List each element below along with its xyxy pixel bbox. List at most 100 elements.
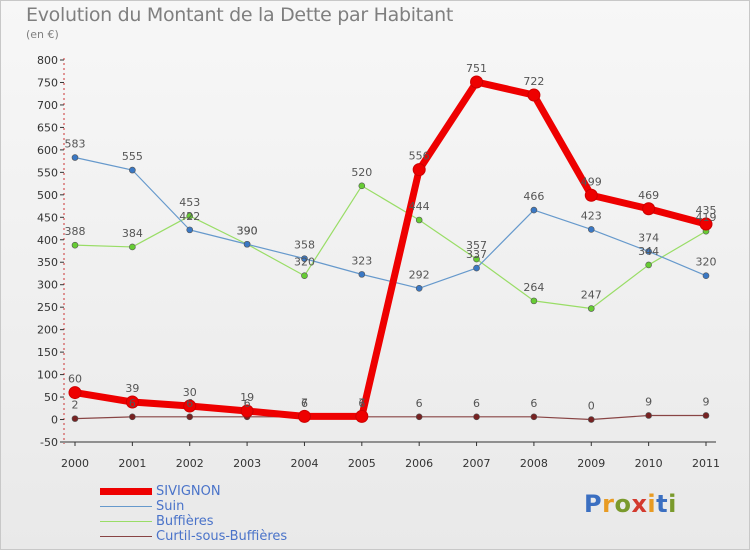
data-label: 390	[237, 224, 258, 237]
data-point	[71, 415, 79, 422]
data-point	[702, 412, 710, 419]
data-label: 499	[581, 175, 602, 188]
data-point	[125, 395, 139, 409]
data-point	[470, 75, 484, 89]
x-tick-label: 2005	[348, 457, 376, 470]
x-tick-label: 2009	[577, 457, 605, 470]
legend-label: SIVIGNON	[156, 484, 221, 499]
legend-item: Curtil-sous-Buffières	[100, 529, 287, 544]
brand-letter: x	[631, 490, 648, 518]
data-point	[301, 272, 308, 280]
x-tick-label: 2006	[405, 457, 433, 470]
data-label: 337	[466, 248, 487, 261]
data-label: 323	[351, 254, 372, 267]
data-point	[645, 248, 652, 255]
data-point	[587, 416, 595, 423]
y-tick-label: 250	[37, 301, 58, 314]
data-label: 453	[179, 196, 200, 209]
series-line	[74, 78, 707, 420]
series-line	[74, 156, 707, 289]
y-tick-label: 700	[37, 99, 58, 112]
data-label: 7	[301, 396, 308, 409]
data-label: 30	[183, 386, 197, 399]
brand-logo: Proxiti	[584, 490, 677, 518]
series-suin	[71, 154, 710, 292]
x-tick-label: 2003	[233, 457, 261, 470]
data-point	[240, 404, 254, 418]
x-tick-label: 2008	[520, 457, 548, 470]
brand-letter: i	[647, 490, 657, 518]
data-point	[129, 166, 136, 174]
data-label: 6	[358, 397, 365, 410]
legend-item: Buffières	[100, 514, 287, 529]
data-point	[699, 217, 713, 231]
data-point	[415, 216, 423, 224]
data-label: 0	[588, 400, 595, 413]
data-point	[584, 188, 598, 202]
data-label: 264	[523, 281, 544, 294]
data-label: 2	[72, 399, 79, 412]
legend-swatch	[100, 488, 152, 495]
x-tick-label: 2000	[61, 457, 89, 470]
brand-letter: i	[668, 490, 677, 518]
data-point	[68, 386, 82, 400]
data-label: 384	[122, 227, 143, 240]
series-curtil-sous-buffi-res	[71, 412, 710, 423]
data-point	[129, 243, 136, 251]
data-label: 6	[244, 397, 251, 410]
series-sivignon	[68, 75, 713, 423]
y-tick-label: 50	[44, 391, 58, 404]
data-label: 247	[581, 289, 602, 302]
data-label: 9	[703, 395, 710, 408]
series-line	[74, 414, 706, 421]
y-tick-label: 100	[37, 369, 58, 382]
data-label: 423	[581, 209, 602, 222]
x-tick-label: 2002	[176, 457, 204, 470]
y-tick-label: 650	[37, 121, 58, 134]
data-point	[642, 202, 656, 216]
data-point	[530, 206, 538, 214]
legend-item: SIVIGNON	[100, 484, 287, 499]
legend: SIVIGNON Suin Buffières Curtil-sous-Buffièr…	[100, 484, 287, 544]
legend-item: Suin	[100, 499, 287, 514]
brand-letter: r	[602, 490, 615, 518]
chart-unit: (en €)	[26, 28, 59, 41]
data-point	[645, 412, 652, 419]
data-point	[71, 154, 79, 161]
data-point	[415, 285, 423, 292]
data-label: 444	[409, 200, 430, 213]
data-point	[530, 297, 538, 305]
data-label: 435	[696, 204, 717, 217]
data-point	[412, 163, 426, 177]
y-tick-label: 800	[37, 54, 58, 67]
data-label: 60	[68, 373, 82, 386]
y-tick-label: -50	[40, 436, 58, 449]
y-tick-label: 550	[37, 166, 58, 179]
data-label: 6	[416, 397, 423, 410]
data-label: 19	[240, 391, 254, 404]
data-label: 390	[237, 224, 258, 237]
series-layer	[68, 75, 713, 423]
data-label: 6	[530, 397, 537, 410]
data-label: 520	[351, 166, 372, 179]
legend-label: Curtil-sous-Buffières	[156, 529, 288, 544]
data-point	[473, 413, 480, 421]
brand-letter: o	[614, 490, 632, 518]
data-label: 374	[638, 231, 659, 244]
data-label: 388	[65, 225, 86, 238]
data-label: 422	[179, 210, 200, 223]
data-label: 6	[301, 397, 308, 410]
legend-label: Suin	[156, 499, 185, 514]
data-label: 9	[645, 395, 652, 408]
y-tick-label: 750	[37, 76, 58, 89]
y-tick-label: 450	[37, 211, 58, 224]
brand-letter: P	[584, 490, 603, 518]
data-point	[243, 240, 251, 248]
data-label: 6	[129, 397, 136, 410]
data-label: 320	[696, 256, 717, 269]
series-line	[74, 185, 707, 310]
data-label: 358	[294, 239, 315, 252]
chart-title: Evolution du Montant de la Dette par Hab…	[26, 4, 454, 26]
